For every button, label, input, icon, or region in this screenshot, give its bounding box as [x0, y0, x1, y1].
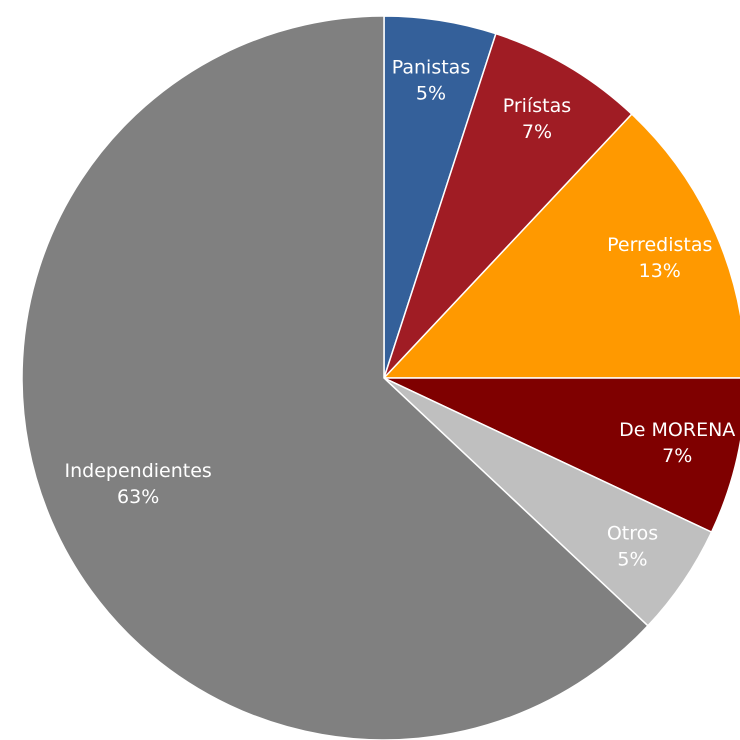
pie-slice	[382, 113, 740, 379]
pie-slice	[21, 15, 649, 740]
slice-value-label: 63%	[117, 486, 159, 508]
slice-value-label: 13%	[639, 260, 681, 282]
slice-label: Independientes	[65, 460, 212, 482]
slice-label: Otros	[607, 522, 658, 544]
slice-value-label: 7%	[522, 121, 552, 143]
pie-slice	[383, 377, 740, 534]
slice-label: De MORENA	[619, 419, 735, 441]
pie-slice	[383, 32, 633, 379]
slice-label: Perredistas	[607, 234, 712, 256]
slice-value-label: 7%	[662, 445, 692, 467]
slice-label: Priístas	[503, 95, 571, 117]
slice-value-label: 5%	[416, 83, 446, 105]
slice-label: Panistas	[392, 57, 470, 79]
slice-value-label: 5%	[617, 548, 647, 570]
